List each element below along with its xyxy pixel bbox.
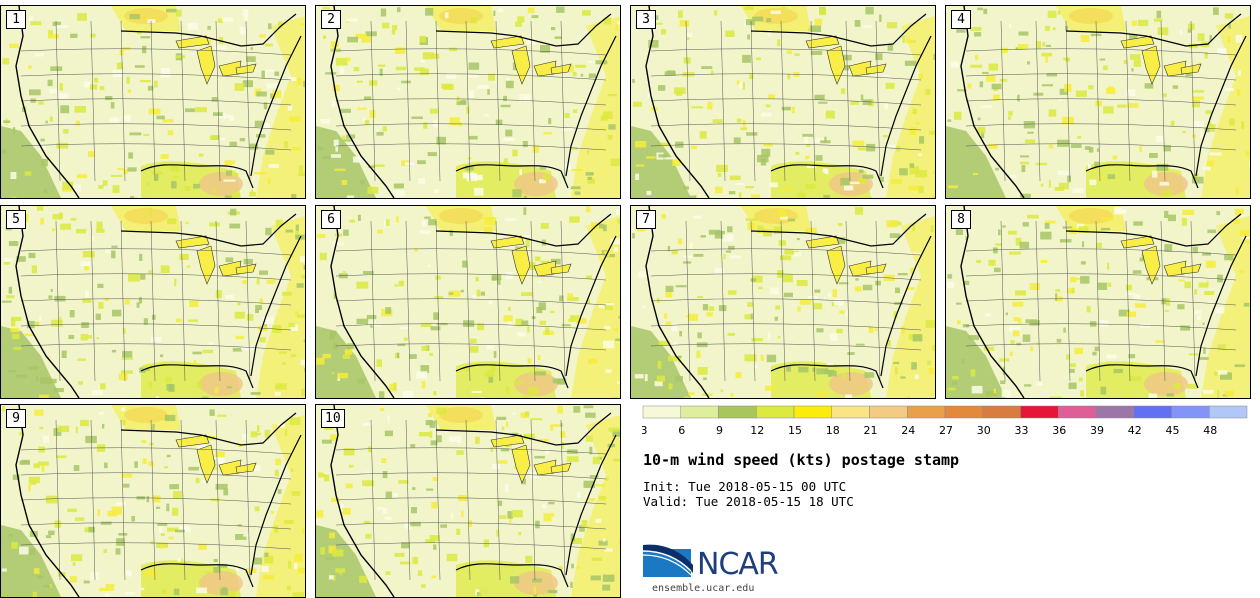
ncar-logo-text: NCAR: [697, 550, 778, 580]
member-number: 2: [321, 10, 341, 29]
colorbar-swatch: [681, 406, 719, 418]
member-number: 5: [6, 210, 26, 229]
wind-speed-map: [316, 206, 620, 398]
colorbar-swatch: [1058, 406, 1096, 418]
colorbar-swatch: [983, 406, 1021, 418]
colorbar-tick-label: 9: [716, 424, 723, 435]
colorbar-swatch: [756, 406, 794, 418]
colorbar-tick-label: 36: [1052, 424, 1066, 435]
colorbar-tick-label: 30: [977, 424, 991, 435]
colorbar-swatch: [1172, 406, 1210, 418]
member-number: 3: [636, 10, 656, 29]
colorbar-tick-label: 6: [678, 424, 685, 435]
colorbar-tick-label: 18: [826, 424, 840, 435]
colorbar-swatch: [870, 406, 908, 418]
wind-speed-map: [1, 206, 305, 398]
colorbar-tick-label: 15: [788, 424, 802, 435]
colorbar-tick-label: 27: [939, 424, 953, 435]
member-number: 4: [951, 10, 971, 29]
member-panel[interactable]: 8: [945, 205, 1251, 399]
wind-speed-map: [631, 206, 935, 398]
colorbar-tick-label: 42: [1128, 424, 1142, 435]
website-url[interactable]: ensemble.ucar.edu: [652, 583, 754, 594]
colorbar-tick-label: 33: [1015, 424, 1029, 435]
member-panel[interactable]: 10: [315, 404, 621, 598]
colorbar-tick-label: 48: [1203, 424, 1217, 435]
colorbar-swatch: [1096, 406, 1134, 418]
colorbar-tick-label: 45: [1166, 424, 1180, 435]
member-number: 7: [636, 210, 656, 229]
member-number: 8: [951, 210, 971, 229]
member-panel[interactable]: 7: [630, 205, 936, 399]
colorbar-swatch: [832, 406, 870, 418]
colorbar-swatch: [719, 406, 757, 418]
colorbar-tick-label: 21: [864, 424, 878, 435]
member-panel[interactable]: 3: [630, 5, 936, 199]
member-number: 1: [6, 10, 26, 29]
colorbar-swatch: [794, 406, 832, 418]
colorbar-swatch: [907, 406, 945, 418]
colorbar-swatch: [1209, 406, 1247, 418]
wind-speed-map: [946, 6, 1250, 198]
colorbar-swatch: [945, 406, 983, 418]
member-number: 6: [321, 210, 341, 229]
init-time: Init: Tue 2018-05-15 00 UTC: [643, 479, 846, 494]
colorbar-swatch: [1134, 406, 1172, 418]
valid-time: Valid: Tue 2018-05-15 18 UTC: [643, 494, 854, 509]
member-number: 10: [321, 409, 345, 428]
wind-speed-map: [316, 6, 620, 198]
colorbar-tick-label: 3: [642, 424, 648, 435]
member-panel[interactable]: 5: [0, 205, 306, 399]
wind-speed-map: [1, 405, 305, 597]
wind-speed-map: [1, 6, 305, 198]
member-panel[interactable]: 4: [945, 5, 1251, 199]
colorbar-tick-label: 12: [750, 424, 764, 435]
member-panel[interactable]: 1: [0, 5, 306, 199]
member-panel[interactable]: 9: [0, 404, 306, 598]
wind-speed-map: [946, 206, 1250, 398]
colorbar-swatch: [643, 406, 681, 418]
member-number: 9: [6, 409, 26, 428]
wind-speed-map: [631, 6, 935, 198]
colorbar-tick-label: 24: [901, 424, 915, 435]
plot-title: 10-m wind speed (kts) postage stamp: [643, 451, 959, 469]
colorbar-tick-label: 39: [1090, 424, 1104, 435]
member-panel[interactable]: 2: [315, 5, 621, 199]
colorbar-swatch: [1021, 406, 1059, 418]
member-panel[interactable]: 6: [315, 205, 621, 399]
wind-speed-map: [316, 405, 620, 597]
